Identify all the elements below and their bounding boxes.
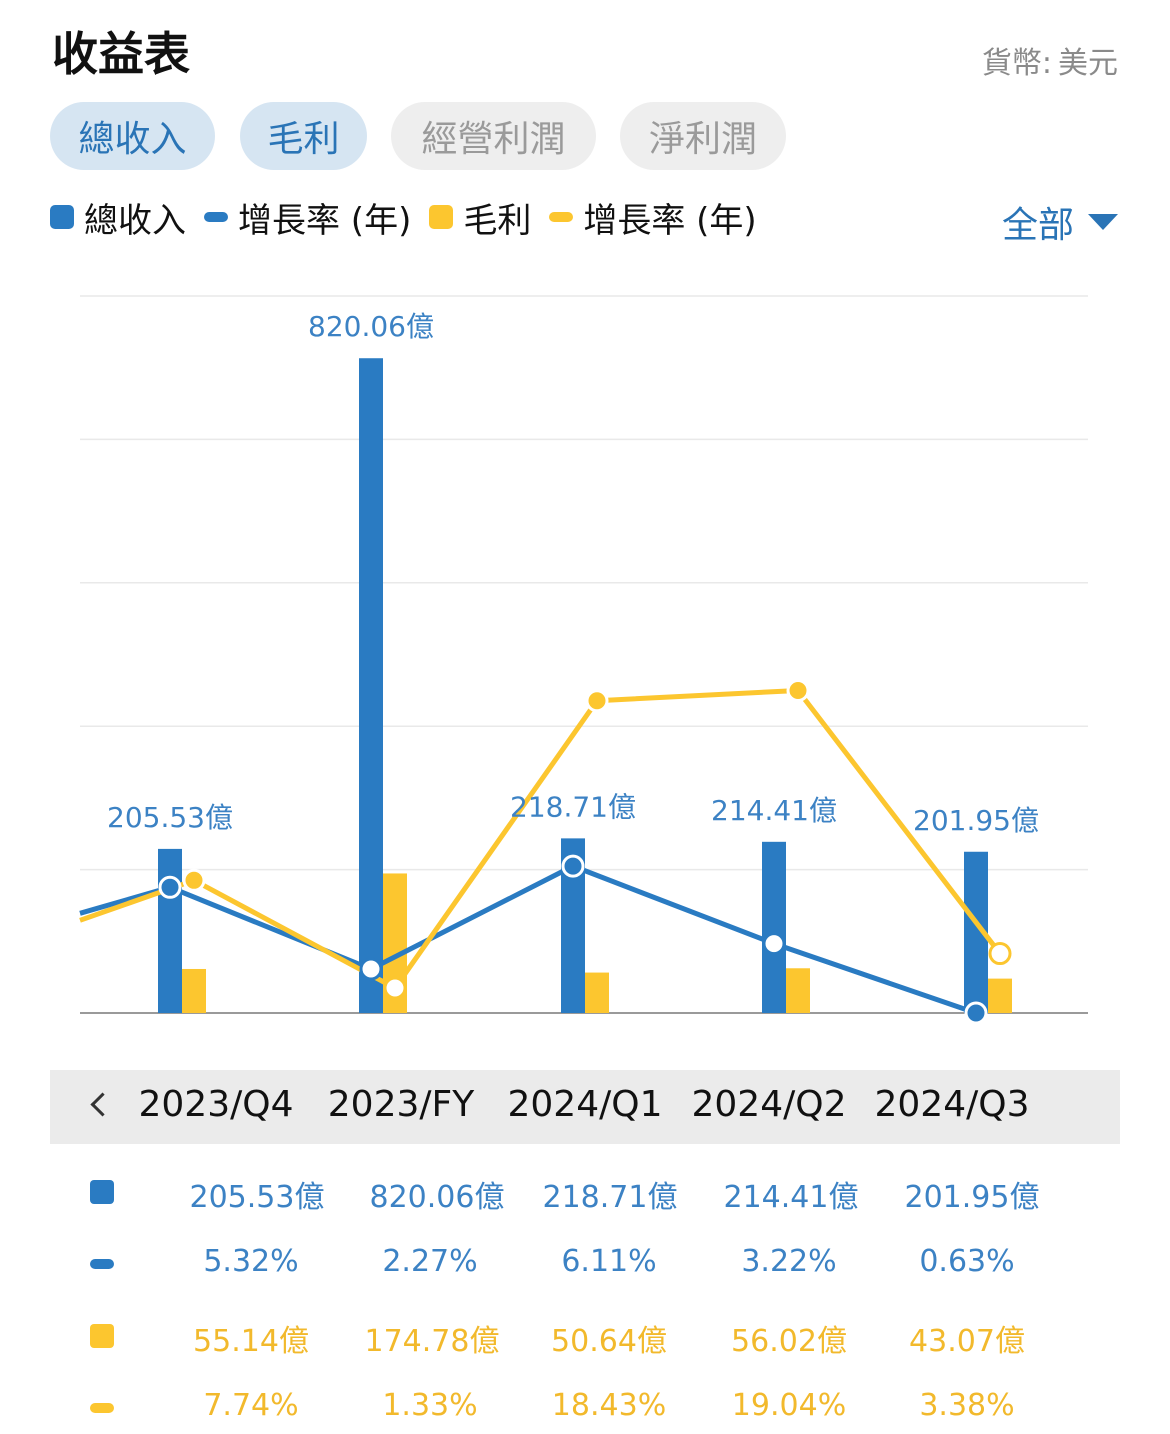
table-cell: 820.06億 <box>369 1180 505 1215</box>
table-cell: 1.33% <box>382 1388 478 1423</box>
chart-legend: 總收入 增長率 (年) 毛利 增長率 (年) <box>50 192 775 242</box>
filter-label: 全部 <box>1001 205 1074 246</box>
legend-label-revenue: 總收入 <box>84 200 186 241</box>
legend-item-gross-growth[interactable]: 增長率 (年) <box>549 193 757 242</box>
table-cell: 7.74% <box>203 1388 299 1423</box>
tab-total-revenue[interactable]: 總收入 <box>50 102 215 170</box>
gross-growth-point <box>988 942 1012 966</box>
revenue-growth-line <box>79 863 977 1016</box>
table-cell: 50.64億 <box>551 1324 667 1359</box>
legend-item-gross-profit[interactable]: 毛利 <box>429 193 531 242</box>
tab-gross-profit[interactable]: 毛利 <box>240 102 367 170</box>
table-cell: 19.04% <box>731 1388 847 1423</box>
revenue-bar-label: 218.71億 <box>510 790 636 823</box>
legend-label-revenue-growth: 增長率 (年) <box>238 200 412 241</box>
period-label: 2024/Q1 <box>507 1084 663 1125</box>
filter-dropdown[interactable]: 全部 <box>1002 196 1118 248</box>
legend-swatch-gross-growth <box>549 212 574 222</box>
period-label: 2024/Q3 <box>874 1084 1030 1125</box>
revenue-bar <box>359 358 383 1014</box>
period-label: 2023/Q4 <box>138 1084 294 1125</box>
table-row-gross-profit: 55.14億 174.78億 50.64億 56.02億 43.07億 <box>0 1312 1170 1362</box>
legend-label-gross-profit: 毛利 <box>463 200 532 241</box>
tab-operating-profit[interactable]: 經營利潤 <box>391 102 596 170</box>
table-row-gross-growth: 7.74% 1.33% 18.43% 19.04% 3.38% <box>0 1384 1170 1434</box>
table-cell: 43.07億 <box>909 1324 1025 1359</box>
tab-net-profit[interactable]: 淨利潤 <box>620 102 786 170</box>
revenue-bar-label: 820.06億 <box>308 310 434 343</box>
gross-profit-bar <box>585 972 609 1013</box>
legend-label-gross-growth: 增長率 (年) <box>583 200 757 241</box>
revenue-bar-label: 205.53億 <box>107 801 233 834</box>
currency-indicator: 貨幣: 美元 <box>976 38 1118 82</box>
legend-swatch-revenue <box>50 205 74 229</box>
chevron-left-icon[interactable] <box>90 1092 115 1117</box>
table-cell: 3.38% <box>919 1388 1015 1423</box>
table-cell: 174.78億 <box>364 1324 500 1359</box>
period-header: 2023/Q4 2023/FY 2024/Q1 2024/Q2 2024/Q3 <box>50 1070 1120 1144</box>
table-cell: 214.41億 <box>723 1180 859 1215</box>
gross-growth-point <box>383 976 407 1000</box>
gross-growth-line-icon <box>90 1403 114 1413</box>
table-cell: 0.63% <box>919 1244 1015 1279</box>
gross-growth-point <box>786 678 810 702</box>
revenue-swatch-icon <box>90 1180 114 1204</box>
revenue-growth-point <box>964 1001 988 1025</box>
revenue-growth-line-icon <box>90 1259 114 1269</box>
gross-growth-point <box>585 689 609 713</box>
table-cell: 5.32% <box>203 1244 299 1279</box>
table-cell: 3.22% <box>741 1244 837 1279</box>
legend-swatch-revenue-growth <box>204 212 228 222</box>
revenue-bar <box>762 841 786 1013</box>
revenue-growth-point <box>158 875 182 899</box>
table-cell: 201.95億 <box>904 1180 1040 1215</box>
currency-label: 貨幣: <box>981 46 1052 81</box>
period-label: 2023/FY <box>327 1084 475 1125</box>
gross-profit-bar <box>786 968 810 1013</box>
table-cell: 205.53億 <box>189 1180 325 1215</box>
gross-growth-point <box>182 868 206 892</box>
table-row-revenue: 205.53億 820.06億 218.71億 214.41億 201.95億 <box>0 1168 1170 1218</box>
table-cell: 2.27% <box>382 1244 478 1279</box>
table-cell: 56.02億 <box>731 1324 847 1359</box>
gross-profit-bar <box>988 978 1012 1013</box>
revenue-growth-point <box>359 957 383 981</box>
gross-growth-line <box>79 687 1002 991</box>
table-cell: 218.71億 <box>542 1180 678 1215</box>
caret-down-icon <box>1088 214 1118 230</box>
revenue-bar-label: 214.41億 <box>711 794 837 827</box>
currency-value: 美元 <box>1058 46 1118 81</box>
revenue-growth-point <box>561 854 585 878</box>
gross-profit-swatch-icon <box>90 1324 114 1348</box>
legend-swatch-gross-profit <box>429 205 454 229</box>
income-chart: 205.53億 820.06億 218.71億 214.41億 201.95億 <box>79 295 1088 1025</box>
legend-item-revenue-growth[interactable]: 增長率 (年) <box>204 193 411 242</box>
table-cell: 55.14億 <box>193 1324 309 1359</box>
gross-profit-bar <box>182 968 206 1013</box>
page-title: 收益表 <box>52 27 190 81</box>
revenue-bar-label: 201.95億 <box>913 804 1039 837</box>
revenue-growth-point <box>762 932 786 956</box>
table-cell: 18.43% <box>551 1388 667 1423</box>
legend-item-revenue[interactable]: 總收入 <box>50 193 186 242</box>
period-label: 2024/Q2 <box>691 1084 847 1125</box>
table-cell: 6.11% <box>561 1244 657 1279</box>
revenue-bar <box>158 848 182 1013</box>
table-row-revenue-growth: 5.32% 2.27% 6.11% 3.22% 0.63% <box>0 1240 1170 1290</box>
